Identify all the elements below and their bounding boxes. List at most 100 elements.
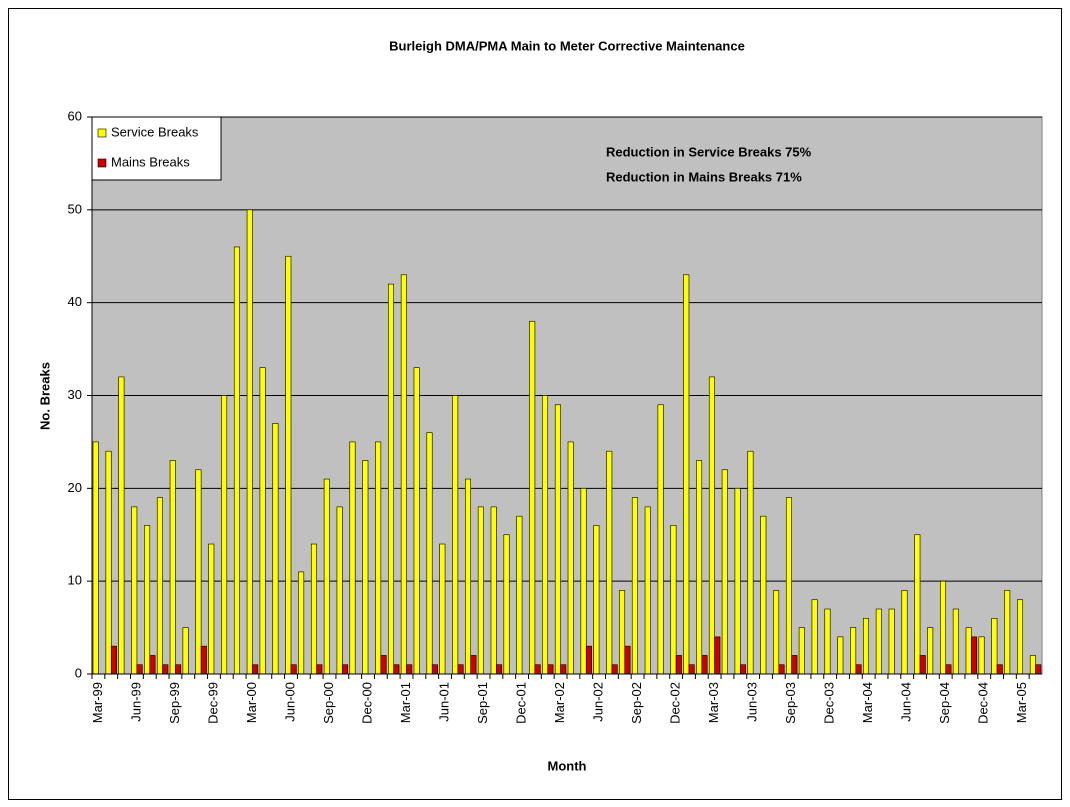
bar <box>624 645 631 675</box>
x-tick-label: Jun-99 <box>128 682 143 722</box>
bar <box>734 488 741 675</box>
chart-title: Burleigh DMA/PMA Main to Meter Correctiv… <box>389 38 745 53</box>
bar <box>290 664 297 675</box>
x-tick-label: Jun-04 <box>899 682 914 722</box>
bar <box>342 664 349 675</box>
bar <box>272 423 279 675</box>
bar <box>1029 655 1036 675</box>
bar <box>657 404 664 675</box>
bar <box>477 506 484 675</box>
x-tick-label: Sep-01 <box>475 682 490 724</box>
bar <box>850 627 857 675</box>
bar <box>298 571 305 675</box>
bar <box>496 664 503 675</box>
bar <box>945 664 952 675</box>
bar <box>529 320 536 675</box>
bar <box>593 525 600 675</box>
bar <box>778 664 785 675</box>
x-tick-label: Dec-99 <box>205 682 220 724</box>
x-tick-label: Mar-00 <box>244 682 259 723</box>
bar <box>110 645 117 675</box>
bar <box>310 543 317 675</box>
bar <box>683 274 690 675</box>
x-tick-label: Mar-01 <box>398 682 413 723</box>
bar <box>182 627 189 675</box>
y-axis-label: No. Breaks <box>37 362 52 430</box>
bar <box>991 617 998 675</box>
bar <box>336 506 343 675</box>
bar <box>393 664 400 675</box>
bar <box>105 450 112 675</box>
bar <box>285 255 292 675</box>
bar <box>1035 664 1042 675</box>
bar <box>996 664 1003 675</box>
bar <box>431 664 438 675</box>
bar <box>252 664 259 675</box>
bar <box>971 636 978 675</box>
bar <box>631 497 638 675</box>
bar <box>323 478 330 675</box>
x-tick-label: Dec-03 <box>822 682 837 724</box>
x-axis-label: Month <box>548 758 587 773</box>
bar <box>156 497 163 675</box>
bar <box>516 515 523 675</box>
bar <box>246 209 253 675</box>
bar <box>136 664 143 675</box>
bar <box>259 367 266 675</box>
bar <box>1017 599 1024 675</box>
bar <box>696 460 703 675</box>
bar <box>413 367 420 675</box>
x-tick-label: Dec-01 <box>514 682 529 724</box>
bar <box>149 655 156 675</box>
bar <box>701 655 708 675</box>
bar <box>914 534 921 675</box>
bar <box>714 636 721 675</box>
bar <box>670 525 677 675</box>
y-tick-label: 40 <box>68 294 82 309</box>
bar <box>349 441 356 675</box>
bar <box>721 469 728 675</box>
bar <box>747 450 754 675</box>
x-tick-label: Jun-02 <box>591 682 606 722</box>
bar <box>798 627 805 675</box>
bar <box>144 525 151 675</box>
legend-swatch <box>97 128 107 138</box>
bar <box>785 497 792 675</box>
y-tick-label: 60 <box>68 108 82 123</box>
bar <box>233 246 240 675</box>
bar <box>837 636 844 675</box>
x-tick-label: Dec-00 <box>359 682 374 724</box>
bar <box>567 441 574 675</box>
legend-label: Mains Breaks <box>111 154 190 169</box>
bar <box>503 534 510 675</box>
x-tick-label: Mar-03 <box>706 682 721 723</box>
bar <box>470 655 477 675</box>
bar <box>208 543 215 675</box>
bar <box>875 608 882 675</box>
x-tick-label: Jun-01 <box>436 682 451 722</box>
legend-label: Service Breaks <box>111 124 199 139</box>
x-tick-label: Sep-99 <box>167 682 182 724</box>
bar <box>195 469 202 675</box>
x-tick-label: Jun-03 <box>745 682 760 722</box>
bar <box>952 608 959 675</box>
x-tick-label: Dec-02 <box>668 682 683 724</box>
bar <box>221 395 228 675</box>
bar <box>426 432 433 675</box>
bar <box>554 404 561 675</box>
bar <box>606 450 613 675</box>
bar <box>362 460 369 675</box>
bar <box>452 395 459 675</box>
y-tick-label: 30 <box>68 387 82 402</box>
y-tick-label: 0 <box>75 665 82 680</box>
bar <box>978 636 985 675</box>
bar <box>619 590 626 675</box>
x-tick-label: Sep-03 <box>783 682 798 724</box>
x-tick-label: Sep-00 <box>321 682 336 724</box>
annotation: Reduction in Mains Breaks 71% <box>606 169 802 184</box>
bar <box>316 664 323 675</box>
bar <box>457 664 464 675</box>
x-tick-label: Mar-04 <box>860 682 875 723</box>
bar <box>534 664 541 675</box>
